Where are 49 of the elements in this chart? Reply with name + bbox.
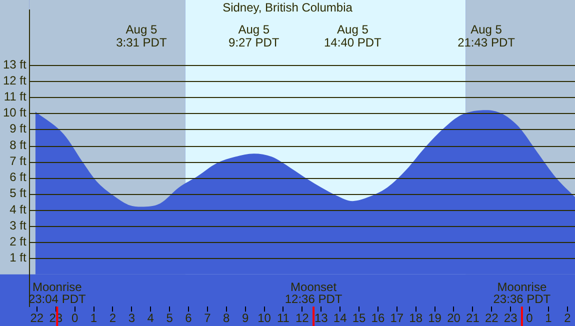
y-tick-label: 13 ft — [2, 57, 28, 72]
x-tick-label: 14 — [333, 311, 348, 326]
x-tick-label: 8 — [223, 311, 230, 326]
x-tick-label: 22 — [30, 311, 44, 326]
y-tick-label: 10 ft — [2, 106, 28, 120]
x-tick-label: 7 — [204, 311, 212, 326]
x-tick-label: 1 — [90, 311, 98, 326]
annotation: Aug 5 14:40 PDT — [324, 22, 382, 50]
x-tick-label: 19 — [428, 311, 442, 326]
x-tick-label: 16 — [371, 311, 385, 326]
x-tick-label: 20 — [447, 311, 461, 326]
x-tick-label: 15 — [352, 311, 366, 326]
x-tick-label: 18 — [409, 311, 423, 326]
y-tick-label: 6 ft — [10, 170, 28, 184]
x-tick-label: 1 — [545, 311, 552, 326]
x-tick-label: 6 — [185, 311, 192, 326]
x-tick-label: 23 — [504, 311, 518, 326]
x-tick-label: 5 — [166, 311, 174, 326]
ref-line-label: Moonset 12:36 PDT — [284, 280, 343, 306]
y-tick-label: 4 ft — [10, 202, 28, 216]
x-tick-label: 0 — [71, 311, 78, 326]
annotation: Aug 5 9:27 PDT — [228, 22, 280, 50]
x-tick-label: 0 — [526, 311, 534, 326]
x-tick-label: 12 — [295, 311, 310, 326]
chart-title: Sidney, British Columbia — [222, 0, 353, 14]
x-tick-label: 13 — [314, 311, 328, 326]
x-tick-label: 4 — [147, 311, 154, 326]
y-tick-label: 5 ft — [10, 186, 28, 200]
x-tick-label: 2 — [564, 311, 572, 326]
y-tick-label: 9 ft — [10, 122, 28, 136]
x-tick-label: 11 — [276, 311, 290, 326]
ref-line-label: Moonrise 23:04 PDT — [28, 280, 86, 306]
x-tick-label: 3 — [128, 311, 136, 326]
ref-line-label: Moonrise 23:36 PDT — [493, 280, 552, 306]
y-tick-label: 8 ft — [10, 138, 28, 152]
x-tick-label: 17 — [390, 311, 404, 326]
x-tick-label: 21 — [466, 311, 480, 326]
x-tick-label: 10 — [258, 311, 272, 326]
x-tick-label: 2 — [109, 311, 116, 326]
y-tick-label: 3 ft — [10, 218, 28, 232]
y-tick-label: 11 ft — [4, 90, 28, 104]
y-tick-label: 12 ft — [2, 73, 28, 88]
annotation: Aug 5 3:31 PDT — [116, 22, 168, 50]
x-tick-label: 9 — [242, 311, 249, 326]
y-tick-label: 7 ft — [10, 154, 28, 168]
x-tick-label: 22 — [484, 311, 499, 326]
y-tick-label: 1 ft — [10, 250, 28, 265]
y-tick-label: 2 ft — [10, 234, 28, 248]
annotation: Aug 5 21:43 PDT — [458, 22, 516, 50]
